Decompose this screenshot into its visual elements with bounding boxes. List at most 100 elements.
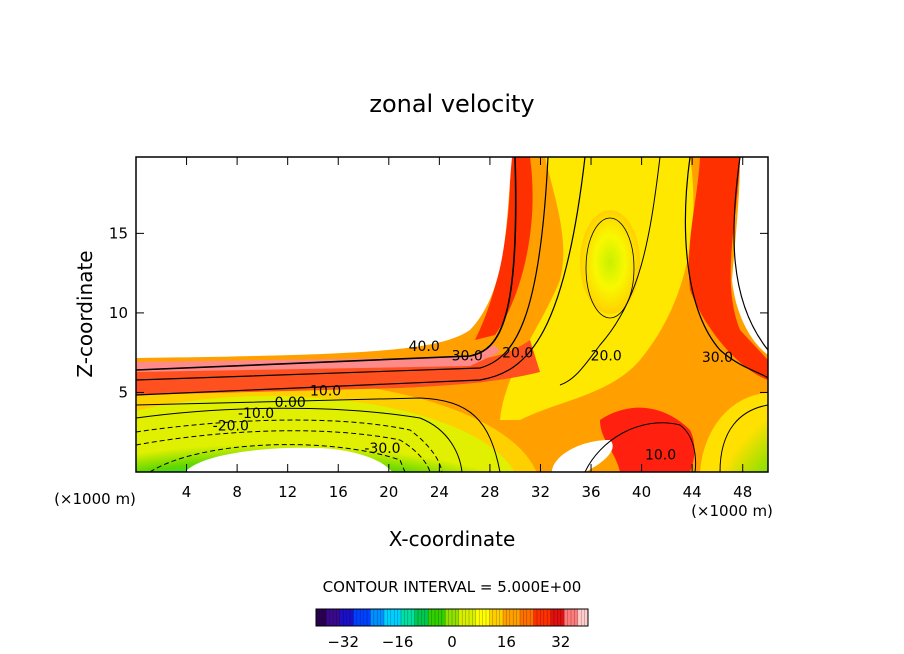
colorbar-swatch xyxy=(475,609,480,626)
contour-label: -30.0 xyxy=(364,441,400,457)
colorbar-swatch xyxy=(316,609,320,626)
colorbar-swatch xyxy=(455,609,460,626)
colorbar-swatch xyxy=(516,609,521,626)
contour-label: -20.0 xyxy=(213,419,249,435)
colorbar-swatch xyxy=(377,609,381,626)
contour-right-pocket xyxy=(719,404,768,472)
contour-20-mid xyxy=(559,157,661,386)
contour-label: 10.0 xyxy=(310,384,341,400)
colorbar-swatch xyxy=(513,609,517,626)
x-tick-label: 8 xyxy=(232,483,242,501)
colorbar-swatch xyxy=(319,609,324,626)
x-unit-right: (×1000 m) xyxy=(691,502,773,520)
contour-lines xyxy=(136,157,768,472)
colorbar-swatch xyxy=(394,609,398,626)
colorbar-swatch xyxy=(567,609,572,626)
colorbar-swatch xyxy=(438,609,443,626)
colorbar-swatch xyxy=(530,609,534,626)
contour-40-left xyxy=(136,157,517,371)
x-tick-label: 24 xyxy=(430,483,449,501)
x-tick-label: 48 xyxy=(733,483,752,501)
colorbar-swatch xyxy=(533,609,538,626)
colorbar-swatch xyxy=(581,609,585,626)
colorbar-swatch xyxy=(339,609,344,626)
colorbar-swatch xyxy=(350,609,354,626)
colorbar-swatch xyxy=(418,609,422,626)
contour-label: 20.0 xyxy=(502,345,533,361)
colorbar-swatch xyxy=(571,609,575,626)
colorbar-swatch xyxy=(414,609,419,626)
contour-neg10 xyxy=(136,419,443,472)
colorbar-swatch xyxy=(520,609,524,626)
colorbar-swatch xyxy=(370,609,375,626)
colorbar-ticks: −32 −16 0 16 32 xyxy=(327,633,570,651)
colorbar-swatch xyxy=(557,609,562,626)
field-pink-band xyxy=(136,345,500,372)
colorbar-swatch xyxy=(407,609,412,626)
colorbar-swatch xyxy=(445,609,449,626)
colorbar-swatch xyxy=(322,609,327,626)
colorbar-swatch xyxy=(584,609,589,626)
x-tick-label: 20 xyxy=(379,483,398,501)
colorbar-swatch xyxy=(424,609,429,626)
colorbar-swatch xyxy=(458,609,463,626)
y-tick-label: 5 xyxy=(118,383,128,401)
field-white-upper-right xyxy=(732,157,768,355)
colorbar-swatch xyxy=(326,609,330,626)
contour-label: 30.0 xyxy=(702,350,733,366)
colorbar-swatch xyxy=(346,609,351,626)
contour-label: 20.0 xyxy=(591,349,622,365)
colorbar-swatch xyxy=(540,609,545,626)
colorbar-swatch xyxy=(564,609,568,626)
colorbar-swatch xyxy=(343,609,347,626)
colorbar-swatch xyxy=(554,609,558,626)
x-tick-label: 40 xyxy=(632,483,651,501)
colorbar-swatch xyxy=(452,609,456,626)
colorbar-swatch xyxy=(401,609,405,626)
colorbar-swatch xyxy=(329,609,334,626)
contour-label: 30.0 xyxy=(452,349,483,365)
x-tick-label: 4 xyxy=(182,483,192,501)
contour-30-left xyxy=(136,157,549,381)
colorbar-swatch xyxy=(333,609,337,626)
contour-20-left xyxy=(136,157,586,396)
colorbar-swatch xyxy=(336,609,341,626)
colorbar-swatch xyxy=(465,609,470,626)
contour-neg30 xyxy=(149,444,406,472)
field-red-wall-right xyxy=(688,157,768,380)
colorbar-swatch xyxy=(577,609,582,626)
colorbar-swatch xyxy=(435,609,439,626)
y-axis-label: Z-coordinate xyxy=(73,250,97,377)
colorbar-swatch xyxy=(363,609,368,626)
colorbar-tick-label: −32 xyxy=(327,633,359,651)
contour-label: 40.0 xyxy=(409,339,440,355)
colorbar-swatch xyxy=(380,609,385,626)
x-tick-label: 36 xyxy=(581,483,600,501)
colorbar-swatch xyxy=(499,609,504,626)
colorbar-swatch xyxy=(523,609,528,626)
contour-labels: 40.030.0 20.0 20.0 30.010.00.00-10.0-20.0-3… xyxy=(213,339,733,463)
chart-title: zonal velocity xyxy=(369,90,534,118)
field-white-upper-left xyxy=(136,157,512,358)
colorbar-swatch xyxy=(356,609,361,626)
colorbar-swatch xyxy=(390,609,395,626)
colorbar-swatch xyxy=(509,609,514,626)
colorbar-swatch xyxy=(397,609,402,626)
colorbar-swatch xyxy=(421,609,426,626)
contour-interval-text: CONTOUR INTERVAL = 5.000E+00 xyxy=(323,578,582,596)
colorbar-swatch xyxy=(496,609,500,626)
colorbar-swatch xyxy=(503,609,507,626)
colorbar-swatch xyxy=(547,609,551,626)
y-tick-label: 15 xyxy=(109,224,128,242)
contour-0 xyxy=(136,407,463,472)
colorbar-swatch xyxy=(537,609,541,626)
colorbar-swatch xyxy=(411,609,415,626)
field-white-bottom-mid xyxy=(552,440,613,472)
colorbar-swatch xyxy=(373,609,378,626)
colorbar-swatch xyxy=(384,609,388,626)
x-tick-label: 44 xyxy=(683,483,702,501)
x-tick-label: 12 xyxy=(278,483,297,501)
colorbar-tick-label: −16 xyxy=(382,633,414,651)
x-tick-label: 28 xyxy=(480,483,499,501)
contour-40-right xyxy=(733,157,768,351)
